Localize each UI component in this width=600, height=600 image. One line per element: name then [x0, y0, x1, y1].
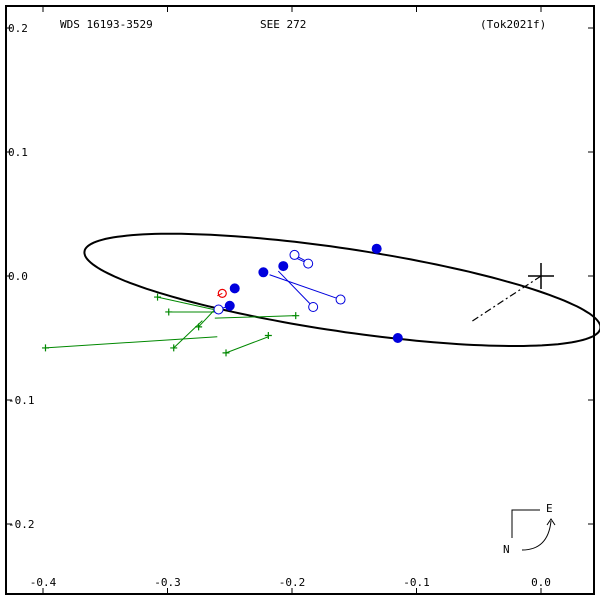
open-point	[308, 302, 319, 312]
open-point	[289, 249, 300, 260]
plus-point	[195, 323, 203, 331]
open-residual-line	[269, 274, 341, 301]
compass-arrow	[521, 520, 552, 551]
residuals-group	[45, 254, 341, 354]
y-tick-label: -0.2	[8, 518, 35, 531]
x-tick-label: -0.3	[154, 576, 181, 589]
y-tick-label: 0.1	[8, 146, 28, 159]
x-tick-label: -0.4	[30, 576, 57, 589]
plus-point	[292, 312, 300, 320]
open-point	[213, 304, 224, 315]
plus-point	[165, 308, 173, 316]
line-of-nodes	[469, 275, 542, 324]
compass-north-label: N	[503, 543, 510, 556]
orbit-group	[83, 232, 600, 347]
filled-point	[392, 333, 403, 343]
plus-point	[41, 344, 49, 352]
header-reference: (Tok2021f)	[480, 18, 546, 31]
x-tick-label: -0.1	[403, 576, 430, 589]
compass-frame	[511, 509, 540, 538]
plus-residual-line	[173, 320, 203, 349]
plus-point	[222, 349, 230, 357]
filled-point	[278, 261, 289, 272]
x-tick-label: -0.2	[279, 576, 306, 589]
filled-point	[224, 300, 235, 311]
filled-point	[371, 243, 382, 254]
plus-point	[264, 332, 272, 340]
y-tick-label: 0.2	[8, 22, 28, 35]
plus-residual-line	[198, 309, 216, 328]
plot-frame	[5, 5, 595, 595]
axes-ticks: 0.0 -0.1 -0.2 -0.3 -0.4 0.2 0.1 0.0 -0.1 -0.2	[6, 6, 594, 594]
orbit-ellipse	[83, 232, 600, 347]
header-system: SEE 272	[260, 18, 306, 31]
points-group	[41, 243, 403, 357]
header-wds: WDS 16193-3529	[60, 18, 153, 31]
red-residual-line	[217, 292, 223, 297]
plus-residual-line	[225, 336, 269, 354]
filled-point	[258, 267, 269, 278]
x-tick-label: 0.0	[531, 576, 551, 589]
compass: E N	[503, 502, 556, 556]
plus-point	[170, 344, 178, 352]
y-tick-label: 0.0	[8, 270, 28, 283]
plus-residual-line	[214, 315, 296, 319]
open-point	[335, 294, 346, 305]
compass-arrowhead	[546, 518, 556, 526]
open-residual-line	[277, 270, 314, 308]
plus-residual-line	[157, 296, 214, 310]
y-tick-label: -0.1	[8, 394, 35, 407]
plus-residual-line	[45, 336, 218, 349]
filled-point	[229, 283, 240, 294]
open-point	[303, 258, 314, 269]
red-point	[217, 288, 227, 298]
plus-point	[154, 293, 162, 301]
compass-east-label: E	[546, 502, 553, 515]
